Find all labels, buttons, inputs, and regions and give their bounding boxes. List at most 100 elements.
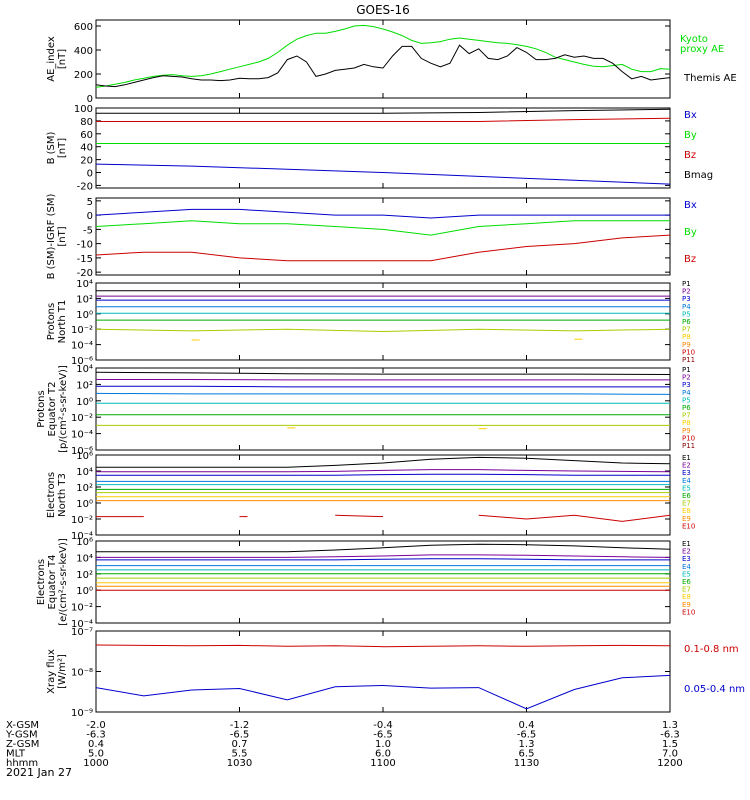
y-tick-label: 10²: [76, 483, 93, 494]
y-axis-label: ElectronsNorth T3: [46, 472, 68, 518]
series-line-p4: [95, 392, 671, 395]
x-axis-table: X-GSMY-GSMZ-GSMMLThhmm-2.0-6.30.45.01000…: [5, 720, 683, 769]
ae-legend-entry: proxy AE: [680, 44, 724, 55]
y-axis-label-line: B (SM)-IGRF (SM): [46, 194, 57, 280]
y-axis-label: AE_index[nT]: [46, 36, 68, 82]
y-axis-label: ProtonsNorth T1: [46, 300, 68, 344]
legend-entry: P7: [682, 326, 691, 334]
legend-entry: P1: [682, 280, 691, 288]
legend-entry: P8: [682, 419, 691, 427]
series-line-e10: [478, 514, 671, 522]
legend-entry: P3: [682, 381, 691, 389]
x-axis-value: 1000: [83, 758, 108, 769]
series-line-kyoto: [95, 24, 671, 88]
x-axis-row-label: hhmm: [6, 758, 38, 769]
y-axis-label-line: [p/(cm²-s-sr-keV)]: [58, 365, 69, 453]
legend-entry: Bz: [684, 254, 696, 265]
legend-entry: E7: [682, 500, 691, 508]
series-line-0-05-0-4-nm: [95, 674, 671, 710]
plot-frame: [95, 19, 671, 99]
x-axis-value: -2.0: [86, 720, 106, 731]
legend-entry: 0.05-0.4 nm: [684, 684, 745, 695]
y-tick-label: 10⁻⁶: [71, 356, 93, 367]
legend-entry: E5: [682, 484, 691, 492]
y-tick-label: -20: [77, 181, 93, 192]
legend-entry: P6: [682, 318, 691, 326]
series-line-0-1-0-8-nm: [95, 644, 671, 648]
y-axis-label-line: [nT]: [57, 226, 68, 246]
panel-pn: 10⁴ 10² 10⁰ 10⁻² 10⁻⁴ 10⁻⁶ ProtonsNorth T1 P1P2…: [46, 279, 695, 367]
y-tick-label: 10⁰: [76, 397, 93, 408]
x-axis-value: 1.3: [519, 739, 535, 750]
legend-entry: P10: [682, 434, 695, 442]
y-tick-label: 10⁻²: [71, 603, 93, 614]
y-tick-label: -20: [77, 268, 93, 279]
legend-entry: P11: [682, 442, 695, 450]
series-line-bz: [95, 234, 671, 262]
legend-entry: E8: [682, 507, 691, 515]
y-axis-label-line: Equator T2: [47, 382, 58, 437]
series-line-e3: [96, 473, 670, 476]
y-tick-label: 10⁻⁴: [71, 430, 93, 441]
legend-entry: Bx: [684, 110, 697, 121]
legend-entry: P4: [682, 303, 691, 311]
y-axis-label-line: [nT]: [57, 138, 68, 158]
legend-entry: P9: [682, 427, 691, 435]
x-axis-row-label: X-GSM: [6, 720, 39, 731]
y-axis-label-line: [W/m²]: [57, 654, 68, 689]
legend-entry: Bmag: [684, 170, 713, 181]
legend-entry: E10: [682, 522, 695, 530]
legend-entry: E6: [682, 492, 691, 500]
y-tick-label: 0: [87, 169, 93, 180]
x-axis-value: 5.5: [232, 749, 248, 760]
legend-entry: E1: [682, 454, 691, 462]
y-tick-label: 10⁻⁶: [71, 446, 93, 457]
y-axis-label-line: Electrons: [46, 472, 57, 518]
x-axis-value: 1130: [514, 758, 539, 769]
y-tick-label: 10⁴: [76, 467, 93, 478]
y-tick-label: 80: [80, 117, 93, 128]
panel-ae: 0 200 400 600 AE_index[nT]: [46, 19, 671, 105]
y-axis-label-line: Protons: [36, 390, 47, 427]
legend-entry: E1: [682, 540, 691, 548]
plot-frame: [95, 540, 671, 624]
y-axis-label-line: North T3: [57, 473, 68, 517]
y-axis-label: ProtonsEquator T2[p/(cm²-s-sr-keV)]: [36, 365, 69, 453]
legend-entry: E9: [682, 601, 691, 609]
legend-entry: P8: [682, 333, 691, 341]
y-axis-label-line: Xray flux: [46, 649, 57, 694]
legend-entry: P3: [682, 295, 691, 303]
y-tick-label: 10²: [76, 570, 93, 581]
x-axis-value: -0.4: [373, 720, 393, 731]
y-tick-label: 10⁶: [76, 451, 93, 462]
y-tick-label: 10⁰: [76, 586, 93, 597]
y-tick-label: 10²: [76, 380, 93, 391]
x-axis-value: -6.3: [660, 730, 680, 741]
x-axis-value: 7.0: [662, 749, 678, 760]
legend-entry: P5: [682, 396, 691, 404]
legend-entry: E8: [682, 593, 691, 601]
y-axis-label: B (SM)-IGRF (SM)[nT]: [46, 194, 68, 280]
series-line-e2: [96, 554, 671, 558]
series-line-p7: [95, 328, 671, 333]
x-axis-value: -6.3: [86, 730, 106, 741]
legend-entry: P7: [682, 412, 691, 420]
legend-entry: P2: [682, 288, 691, 296]
y-tick-label: 40: [80, 143, 93, 154]
legend-entry: E3: [682, 469, 691, 477]
x-axis-value: 1200: [657, 758, 682, 769]
legend-entry: P4: [682, 389, 691, 397]
legend-entry: By: [684, 227, 697, 238]
series-line-bx: [95, 208, 670, 219]
legend-entry: By: [684, 130, 697, 141]
y-tick-label: 10⁴: [76, 279, 93, 290]
y-tick-label: 10⁴: [76, 553, 93, 564]
y-tick-label: 10⁻²: [71, 413, 93, 424]
legend-entry: E9: [682, 515, 691, 523]
y-tick-label: 10⁰: [76, 310, 93, 321]
x-axis-value: 6.5: [519, 749, 535, 760]
